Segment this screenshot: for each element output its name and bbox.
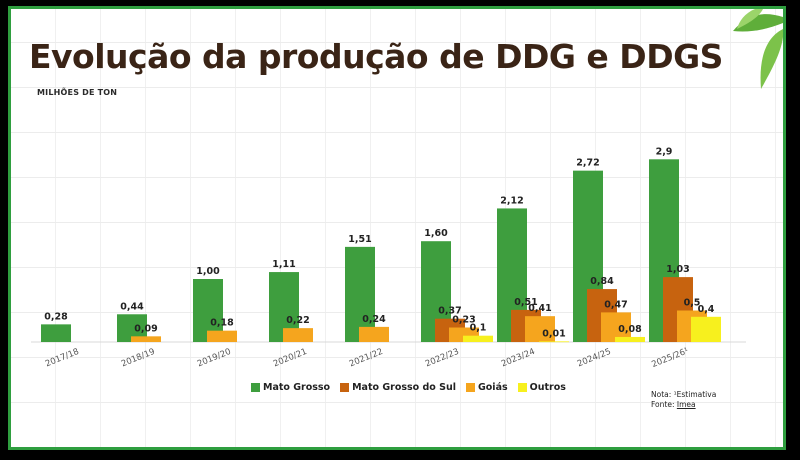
data-label-goias-2024-25: 0,47 [604,299,627,310]
data-label-goias-2021-22: 0,24 [362,314,386,325]
data-label-outros-2024-25: 0,08 [618,324,642,335]
data-label-mato-grosso-do-sul-2022-23: 0,37 [438,306,461,317]
chart-title: Evolução da produção de DDG e DDGS [29,37,723,76]
data-label-mato-grosso-2021-22: 1,51 [348,234,371,245]
x-tick-label-2023-24: 2023/24 [500,347,536,370]
note-text: Nota: ¹Estimativa [651,390,717,399]
data-label-goias-2020-21: 0,22 [286,315,309,326]
data-label-mato-grosso-2019-20: 1,00 [196,266,220,277]
data-label-mato-grosso-2017-18: 0,28 [44,311,68,322]
legend-swatch [465,383,475,392]
bar-goias-2020-21 [283,328,313,342]
x-tick-label-2018-19: 2018/19 [120,347,156,370]
bar-goias-2023-24 [525,316,555,342]
data-label-mato-grosso-2024-25: 2,72 [576,158,599,169]
legend-swatch [340,383,350,392]
data-label-outros-2022-23: 0,1 [470,323,487,334]
data-label-goias-2025-26-: 0,5 [684,298,701,309]
data-label-mato-grosso-2023-24: 2,12 [500,195,523,206]
bar-goias-2021-22 [359,326,389,342]
legend-label: Mato Grosso [263,382,331,393]
data-label-mato-grosso-do-sul-2024-25: 0,84 [590,276,614,287]
legend-swatch [517,383,527,392]
bar-outros-2024-25 [615,336,645,342]
data-label-mato-grosso-2020-21: 1,11 [272,259,295,270]
legend-item-outros: Outros [517,382,566,393]
x-tick-label-2025-26-: 2025/26¹ [650,346,690,370]
data-label-goias-2018-19: 0,09 [134,323,157,334]
bar-chart: 0,28 2017/18 0,44 0,09 2018/19 1,00 0,18 2019/2… [31,146,746,370]
legend-label: Goiás [477,382,508,393]
data-label-mato-grosso-2018-19: 0,44 [120,301,144,312]
data-label-mato-grosso-do-sul-2023-24: 0,51 [514,297,537,308]
data-label-outros-2025-26-: 0,4 [698,304,715,315]
legend-label: Outros [529,382,566,393]
data-label-outros-2023-24: 0,01 [542,328,565,339]
x-tick-label-2021-22: 2021/22 [348,347,384,370]
chart-notes: Nota: ¹Estimativa Fonte: Imea [651,390,716,410]
x-tick-label-2019-20: 2019/20 [196,347,232,370]
x-tick-label-2017-18: 2017/18 [44,347,80,370]
leaf-decoration-icon [733,9,783,89]
x-tick-label-2020-21: 2020/21 [272,347,308,370]
bar-mato-grosso-2021-22 [345,246,375,342]
data-label-goias-2019-20: 0,18 [210,318,234,329]
data-label-goias-2022-23: 0,23 [452,315,475,326]
legend-swatch [251,383,260,392]
bar-goias-2019-20 [207,330,237,342]
bar-mato-grosso-2017-18 [41,324,71,342]
legend-item-mato-grosso: Mato Grosso [251,382,330,393]
source-prefix: Fonte: [651,400,677,409]
legend-item-mato-grosso-do-sul: Mato Grosso do Sul [340,382,456,393]
bar-outros-2023-24 [539,341,569,343]
data-label-mato-grosso-2022-23: 1,60 [424,228,448,239]
legend-item-goias: Goiás [465,382,508,393]
source-link[interactable]: Imea [676,400,696,409]
legend-label: Mato Grosso do Sul [352,382,456,393]
x-tick-label-2022-23: 2022/23 [424,347,460,370]
chart-legend: Mato Grosso Mato Grosso do Sul Goiás Out… [251,382,566,393]
data-label-goias-2023-24: 0,41 [528,303,551,314]
data-label-mato-grosso-do-sul-2025-26-: 1,03 [666,264,689,275]
bar-goias-2018-19 [131,336,161,342]
x-tick-label-2024-25: 2024/25 [576,347,612,370]
y-axis-unit-label: MILHÕES DE TON [37,88,118,97]
bar-outros-2025-26- [691,316,721,342]
slide-card: Evolução da produção de DDG e DDGS MILHÕ… [8,6,786,450]
source-line: Fonte: Imea [651,400,716,410]
data-label-mato-grosso-2025-26-: 2,9 [656,146,673,157]
bar-outros-2022-23 [463,335,493,342]
